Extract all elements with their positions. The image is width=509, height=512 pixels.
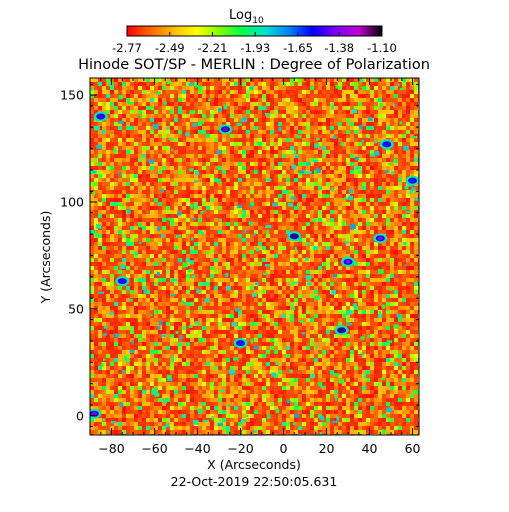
x-axis: −80 −60 −40 −20 0 20 40 60 — [89, 78, 421, 456]
y-axis-label: Y (Arcseconds) — [38, 211, 53, 305]
colorbar-bar — [126, 25, 383, 37]
feature-core — [384, 142, 390, 147]
x-tick-label: −20 — [227, 441, 253, 456]
x-tick-label: −40 — [184, 441, 210, 456]
x-tick-label: 20 — [319, 441, 335, 456]
feature-core — [237, 341, 244, 346]
feature-core — [222, 127, 229, 132]
colorbar-tick-label: -2.49 — [155, 41, 185, 55]
feature-core — [119, 279, 125, 284]
colorbar-tick-label: -1.38 — [324, 41, 354, 55]
feature-core — [98, 114, 104, 119]
colorbar-tick-label: -2.21 — [198, 41, 228, 55]
x-tick-label: 40 — [362, 441, 378, 456]
y-axis: 0 50 100 150 — [60, 83, 419, 427]
heatmap-grain — [90, 78, 419, 435]
plot-frame — [89, 77, 420, 436]
colorbar-tick-label: -1.93 — [240, 41, 270, 55]
feature-core — [338, 328, 345, 333]
feature-core — [409, 178, 416, 183]
colorbar-tick-label: -2.77 — [112, 41, 142, 55]
colorbar-tick-label: -1.65 — [283, 41, 313, 55]
colorbar: Log10 -2.77 -2.49 -2.21 -1.93 -1.65 -1.38 -1.1… — [112, 8, 397, 55]
chart-title: Hinode SOT/SP - MERLIN : Degree of Polar… — [78, 57, 430, 73]
y-tick-label: 100 — [60, 194, 84, 209]
feature-core — [345, 259, 351, 264]
x-tick-label: −80 — [98, 441, 124, 456]
x-axis-label: X (Arcseconds) — [207, 457, 301, 472]
x-tick-label: 0 — [280, 441, 288, 456]
y-tick-label: 150 — [60, 88, 84, 103]
colorbar-label: Log10 — [229, 8, 264, 26]
feature-core — [377, 236, 383, 241]
colorbar-tick-label: -1.10 — [367, 41, 397, 55]
y-tick-label: 50 — [68, 301, 84, 316]
y-tick-label: 0 — [76, 408, 84, 423]
timestamp: 22-Oct-2019 22:50:05.631 — [171, 474, 338, 489]
feature-core — [291, 234, 297, 239]
x-tick-label: 60 — [405, 441, 421, 456]
colorbar-ticks: -2.77 -2.49 -2.21 -1.93 -1.65 -1.38 -1.10 — [112, 32, 397, 55]
heatmap-image — [90, 78, 419, 435]
x-tick-label: −60 — [141, 441, 167, 456]
feature-core — [91, 411, 97, 416]
strong-features — [90, 111, 419, 419]
